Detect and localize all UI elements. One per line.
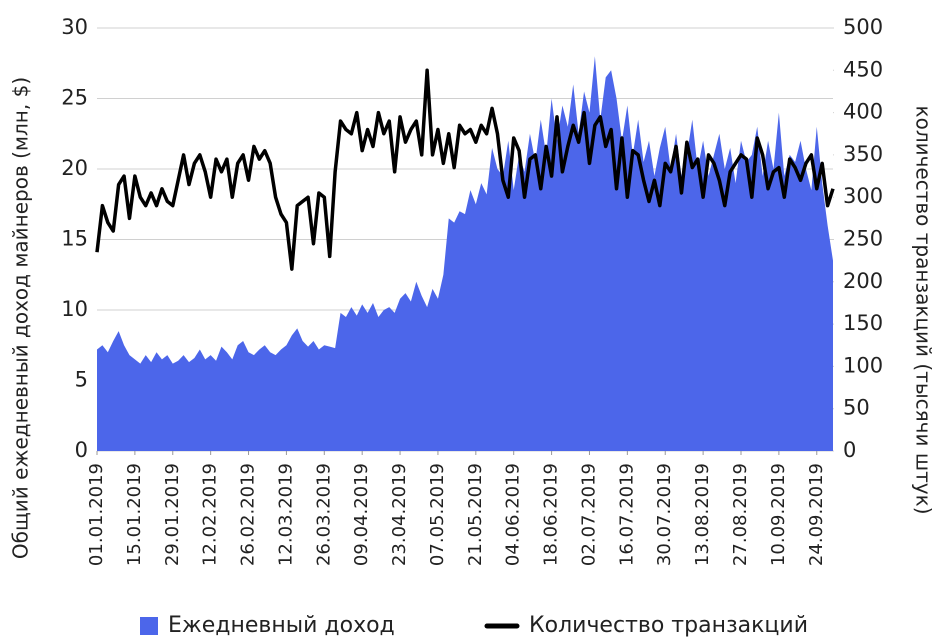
y2-tick-label: 100 <box>843 353 883 377</box>
y2-tick-label: 350 <box>843 142 883 166</box>
x-tick-label: 27.08.2019 <box>730 463 751 566</box>
y2-tick-label: 0 <box>843 438 856 462</box>
x-tick-label: 15.01.2019 <box>124 463 145 566</box>
x-tick-label: 29.01.2019 <box>162 463 183 566</box>
x-tick-label: 26.03.2019 <box>313 463 334 566</box>
y2-tick-label: 300 <box>843 184 883 208</box>
y-tick-label: 10 <box>61 297 88 321</box>
y2-tick-label: 50 <box>843 396 870 420</box>
x-tick-label: 04.06.2019 <box>503 463 524 566</box>
x-tick-label: 07.05.2019 <box>427 463 448 566</box>
x-tick-label: 12.02.2019 <box>200 463 221 566</box>
x-tick-label: 12.03.2019 <box>275 463 296 566</box>
y2-tick-label: 150 <box>843 311 883 335</box>
x-tick-label: 02.07.2019 <box>578 463 599 566</box>
y-tick-label: 25 <box>61 86 88 110</box>
x-tick-label: 23.04.2019 <box>389 463 410 566</box>
x-tick-label: 10.09.2019 <box>768 463 789 566</box>
x-tick-label: 21.05.2019 <box>465 463 486 566</box>
y2-tick-label: 200 <box>843 269 883 293</box>
x-tick-label: 18.06.2019 <box>541 463 562 566</box>
y-tick-label: 0 <box>75 438 88 462</box>
x-tick-label: 26.02.2019 <box>238 463 259 566</box>
y-axis-title: Общий ежедневный доход майнеров (млн, $) <box>9 77 33 559</box>
x-tick-label: 09.04.2019 <box>351 463 372 566</box>
x-tick-label: 13.08.2019 <box>692 463 713 566</box>
line <box>95 68 835 271</box>
y2-axis-title: количество транзакций (тысячи штук) <box>912 106 936 515</box>
y-tick-label: 15 <box>61 227 88 251</box>
y2-tick-label: 250 <box>843 227 883 251</box>
area <box>97 56 833 451</box>
legend-swatch <box>140 617 158 635</box>
y2-tick-label: 400 <box>843 100 883 124</box>
y2-tick-label: 450 <box>843 57 883 81</box>
x-tick-label: 30.07.2019 <box>654 463 675 566</box>
x-tick-label: 16.07.2019 <box>616 463 637 566</box>
x-tick-label: 24.09.2019 <box>806 463 827 566</box>
x-tick-label: 01.01.2019 <box>86 463 107 566</box>
legend-label: Количество транзакций <box>529 613 808 638</box>
y-tick-label: 30 <box>61 15 88 39</box>
y-tick-label: 20 <box>61 156 88 180</box>
legend-label: Ежедневный доход <box>168 613 395 638</box>
y-tick-label: 5 <box>75 368 88 392</box>
y2-tick-label: 500 <box>843 15 883 39</box>
